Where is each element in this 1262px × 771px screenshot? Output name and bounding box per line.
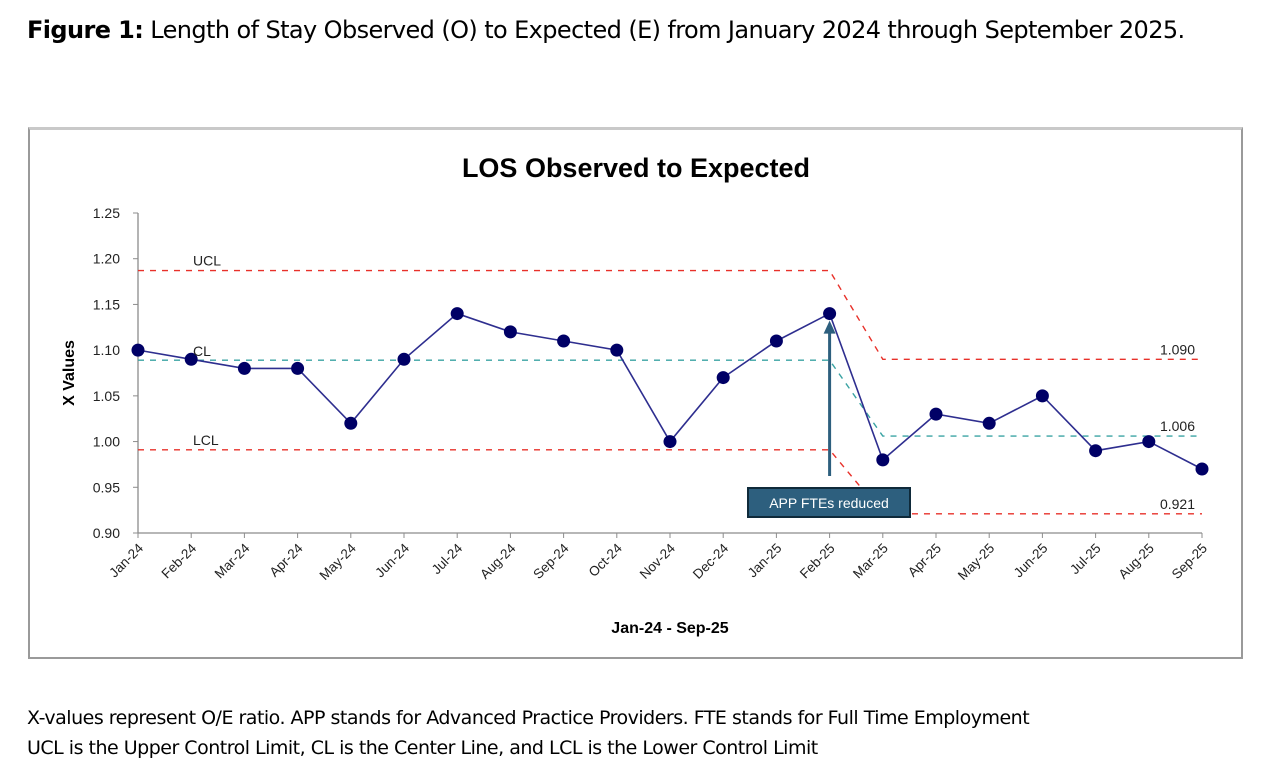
ucl-value-label: 1.090 xyxy=(1160,341,1195,357)
annotation-group: APP FTEs reduced xyxy=(747,320,911,518)
annotation-arrow-head-icon xyxy=(823,320,836,334)
x-axis-ticks: Jan-24 Feb-24 Mar-24 Apr-24 May-24 Jun-24 Jul-… xyxy=(106,533,1210,583)
data-point xyxy=(291,361,305,375)
ucl-line xyxy=(138,269,1202,360)
data-point xyxy=(557,334,571,348)
data-point xyxy=(929,407,943,421)
x-tick-label: Mar-25 xyxy=(850,541,891,582)
data-point xyxy=(344,416,358,430)
control-limits xyxy=(138,269,1202,515)
annotation-text: APP FTEs reduced xyxy=(769,495,889,511)
data-point xyxy=(184,352,198,366)
y-tick-label: 1.00 xyxy=(93,434,120,450)
x-tick-label: Jan-25 xyxy=(745,541,785,581)
x-tick-label: Apr-24 xyxy=(266,540,306,580)
x-tick-label: Sep-24 xyxy=(530,540,572,582)
y-tick-label: 1.20 xyxy=(93,251,120,267)
chart-title: LOS Observed to Expected xyxy=(462,153,810,183)
data-point xyxy=(823,307,837,321)
footnote-line-2: UCL is the Upper Control Limit, CL is th… xyxy=(27,737,818,759)
line-labels: UCL CL LCL 1.090 1.006 0.921 xyxy=(193,253,1195,512)
data-point xyxy=(1035,389,1049,403)
data-point xyxy=(876,453,890,467)
x-tick-label: Jun-25 xyxy=(1011,541,1051,581)
lcl-label: LCL xyxy=(193,432,219,448)
x-tick-label: Jan-24 xyxy=(106,540,146,580)
data-point xyxy=(982,416,996,430)
data-point xyxy=(716,371,730,385)
x-tick-label: Feb-25 xyxy=(797,541,838,582)
data-point xyxy=(397,352,411,366)
x-tick-label: Feb-24 xyxy=(158,540,199,581)
center-line xyxy=(138,359,1202,437)
data-point xyxy=(769,334,783,348)
x-tick-label: Jul-25 xyxy=(1067,541,1104,578)
x-tick-label: Oct-24 xyxy=(586,540,626,580)
data-point xyxy=(131,343,145,357)
figure-caption-text: Length of Stay Observed (O) to Expected … xyxy=(143,16,1185,44)
data-series xyxy=(131,307,1209,476)
x-axis-label: Jan-24 - Sep-25 xyxy=(611,620,728,637)
x-tick-label: Dec-24 xyxy=(690,540,732,582)
x-tick-label: Apr-25 xyxy=(905,541,944,580)
figure-caption: Figure 1: Length of Stay Observed (O) to… xyxy=(27,10,1237,50)
y-axis-ticks: 0.90 0.95 1.00 1.05 1.10 1.15 1.20 1.25 xyxy=(93,205,138,541)
x-tick-label: Aug-24 xyxy=(477,540,519,582)
data-point xyxy=(1195,462,1209,476)
y-tick-label: 1.10 xyxy=(93,342,120,358)
data-point xyxy=(1142,435,1156,449)
x-tick-label: Aug-25 xyxy=(1116,541,1157,582)
cl-label: CL xyxy=(193,343,211,359)
y-axis-label: X Values xyxy=(61,340,78,406)
lcl-line xyxy=(138,449,1202,515)
data-point xyxy=(610,343,624,357)
x-tick-label: Jun-24 xyxy=(372,540,412,580)
y-tick-label: 1.05 xyxy=(93,388,120,404)
x-tick-label: May-24 xyxy=(316,540,359,583)
data-point xyxy=(450,307,464,321)
data-point xyxy=(663,435,677,449)
x-tick-label: May-25 xyxy=(955,541,997,583)
annotation-box xyxy=(747,487,911,518)
x-tick-label: Mar-24 xyxy=(212,540,253,581)
x-tick-label: Jul-24 xyxy=(429,540,466,577)
ucl-label: UCL xyxy=(193,253,221,269)
figure-label: Figure 1: xyxy=(27,16,144,44)
y-tick-label: 1.15 xyxy=(93,296,120,312)
footnote-line-1: X-values represent O/E ratio. APP stands… xyxy=(27,707,1030,729)
y-tick-label: 1.25 xyxy=(93,205,120,221)
chart-frame xyxy=(28,127,1243,659)
data-point xyxy=(1089,444,1103,458)
lcl-value-label: 0.921 xyxy=(1160,496,1195,512)
data-point xyxy=(503,325,517,339)
x-tick-label: Sep-25 xyxy=(1169,541,1210,582)
figure-footnote: X-values represent O/E ratio. APP stands… xyxy=(27,703,1247,763)
x-tick-label: Nov-24 xyxy=(637,540,679,582)
data-point xyxy=(237,361,251,375)
y-tick-label: 0.90 xyxy=(93,525,120,541)
y-tick-label: 0.95 xyxy=(93,479,120,495)
cl-value-label: 1.006 xyxy=(1160,418,1195,434)
